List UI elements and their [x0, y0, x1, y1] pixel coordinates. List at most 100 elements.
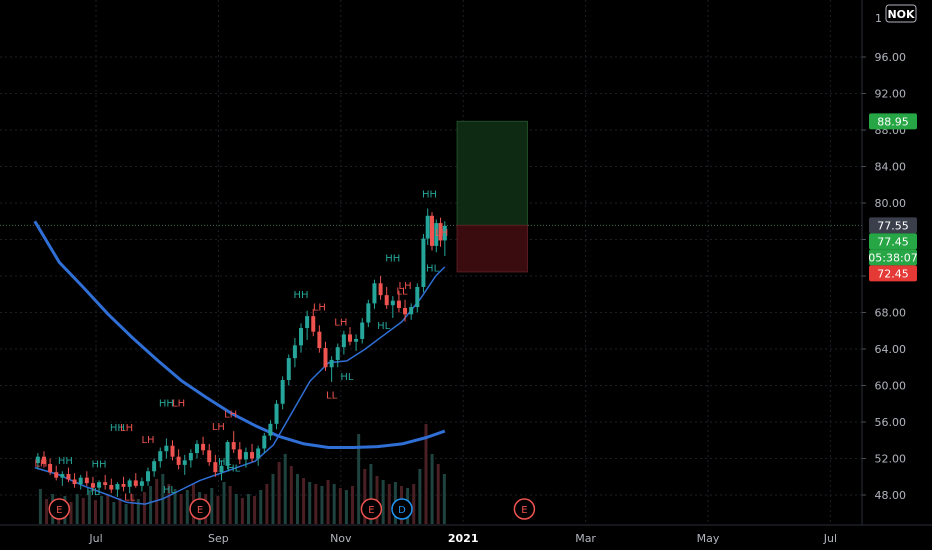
- volume-bar: [436, 464, 440, 524]
- volume-bar: [234, 494, 238, 524]
- pivot-label-lh: LH: [120, 423, 133, 434]
- candle-body: [231, 442, 236, 450]
- position-box[interactable]: [456, 120, 528, 273]
- event-circle[interactable]: [189, 498, 211, 520]
- volume-bar: [130, 494, 134, 524]
- price-badge-label: 05:38:07: [868, 251, 917, 264]
- volume-bar: [271, 474, 275, 524]
- candle-body: [372, 283, 377, 304]
- event-circle[interactable]: [48, 498, 71, 520]
- volume-bar: [69, 502, 73, 524]
- pivot-label-hl: HL: [377, 321, 391, 332]
- time-tick-label: Jul: [88, 532, 102, 545]
- sma-short-line: [34, 266, 446, 505]
- symbol-badge[interactable]: [885, 4, 917, 23]
- candle-body: [60, 474, 65, 478]
- candle-body: [292, 345, 297, 359]
- candle-body: [390, 300, 395, 306]
- profit-zone[interactable]: [456, 120, 528, 226]
- candle-body: [35, 456, 40, 464]
- candle-body: [158, 451, 163, 462]
- price-badge-label: 72.45: [877, 267, 909, 280]
- event-marker-d[interactable]: D: [391, 498, 413, 520]
- pivot-label-lh: LH: [172, 398, 185, 409]
- event-circle[interactable]: [513, 498, 536, 520]
- time-axis[interactable]: Jul Sep Nov 2021 Mar May Jul: [0, 524, 932, 550]
- candle-body: [97, 482, 102, 488]
- candle-body: [438, 223, 443, 241]
- volume-bar: [326, 480, 330, 524]
- volume-bar: [240, 498, 244, 524]
- candle-body: [121, 484, 126, 487]
- time-axis-background: [0, 525, 932, 550]
- time-tick-label: Nov: [330, 532, 352, 545]
- pivot-label-hl: HL: [86, 487, 100, 498]
- pivot-label-hl: HL: [340, 372, 354, 383]
- volume-bar: [136, 499, 140, 524]
- price-badge-label: 88.95: [877, 115, 909, 128]
- pivot-label-hh: HH: [422, 190, 437, 201]
- candle-body: [384, 295, 389, 306]
- price-badge: [869, 265, 917, 282]
- candle-body: [396, 300, 401, 308]
- candle-body: [403, 307, 408, 315]
- volume-bar: [363, 469, 367, 524]
- candle-body: [299, 328, 304, 346]
- candle-body: [335, 347, 340, 360]
- pivot-label-ll: LL: [326, 390, 338, 401]
- candle-body: [176, 456, 181, 465]
- event-marker-e[interactable]: E: [48, 498, 71, 520]
- volume-bar: [149, 486, 153, 524]
- event-circle[interactable]: [391, 498, 413, 520]
- candle-body: [329, 359, 334, 368]
- candle-body: [54, 472, 59, 478]
- volume-bar: [283, 454, 287, 524]
- volume-bar: [112, 502, 116, 524]
- volume-bar: [357, 434, 361, 524]
- volume-bar: [210, 488, 214, 524]
- volume-bar: [381, 480, 385, 524]
- volume-bar: [277, 462, 281, 524]
- time-tick-label: Sep: [208, 532, 229, 545]
- pivot-label-hh: HH: [385, 253, 400, 264]
- volume-bar: [302, 478, 306, 524]
- candle-body: [48, 463, 53, 473]
- candle-body: [201, 443, 206, 451]
- loss-zone[interactable]: [456, 224, 528, 273]
- event-label: D: [398, 505, 406, 516]
- volume-bar: [424, 424, 428, 524]
- candle-body: [194, 443, 199, 454]
- event-marker-e[interactable]: E: [513, 498, 536, 520]
- price-tick-label: 92.00: [875, 88, 907, 101]
- pivot-label-lh: LH: [212, 422, 225, 433]
- candle-body: [182, 460, 187, 465]
- event-circle[interactable]: [360, 498, 383, 520]
- candle-body: [188, 453, 193, 461]
- candle-body: [250, 452, 255, 459]
- pivot-label-lh: LH: [34, 459, 47, 470]
- price-badge: [869, 233, 917, 250]
- candle-body: [409, 307, 414, 315]
- event-marker-e[interactable]: E: [360, 498, 383, 520]
- price-badges: 88.95 77.55 77.45 05:38:07 72.45: [868, 113, 918, 282]
- candle-body: [323, 348, 328, 368]
- volume-bar: [75, 494, 79, 524]
- pivot-label-hh: HH: [159, 398, 174, 409]
- time-tick-label: May: [697, 532, 720, 545]
- volume-bar: [338, 488, 342, 524]
- volume-bar: [155, 479, 159, 524]
- event-label: E: [368, 505, 374, 516]
- price-tick-label: 52.00: [875, 453, 907, 466]
- moving-averages: [33, 220, 446, 505]
- price-tick-label: 64.00: [875, 343, 907, 356]
- volume-bar: [100, 496, 104, 524]
- event-marker-e[interactable]: E: [189, 498, 211, 520]
- price-tick-label: 56.00: [875, 416, 907, 429]
- volume-bar: [253, 496, 257, 524]
- candle-body: [262, 435, 267, 449]
